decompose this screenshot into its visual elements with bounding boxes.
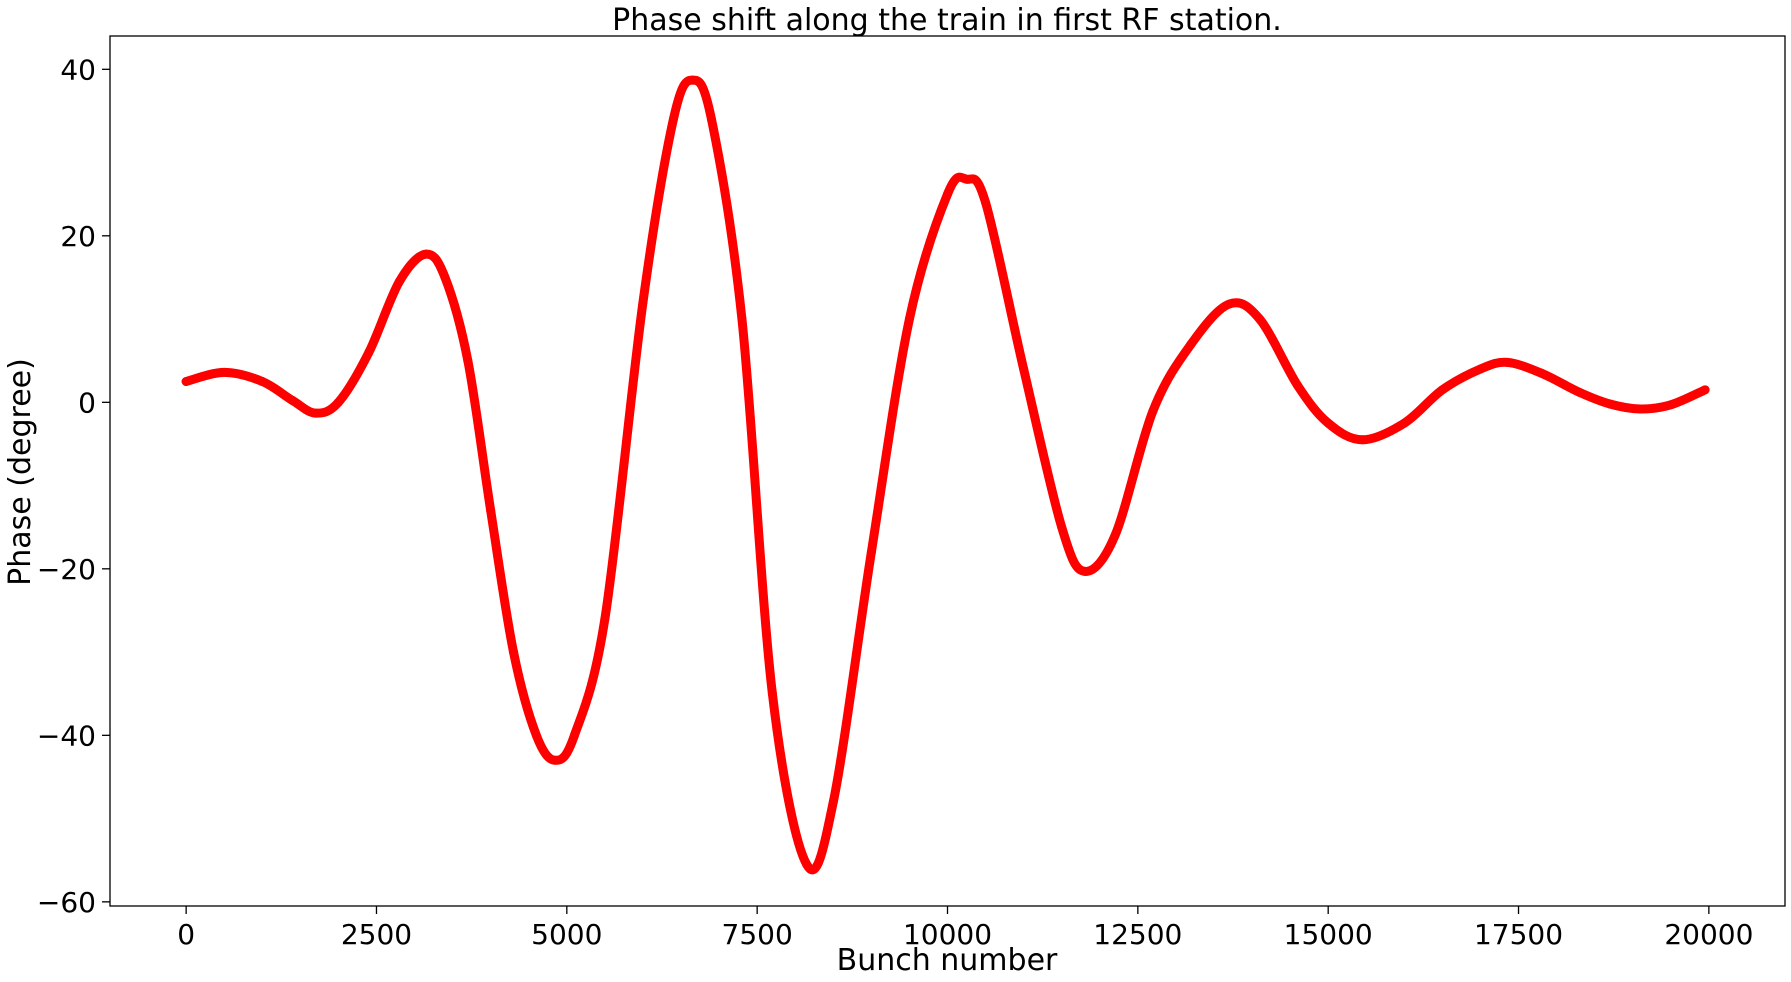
data-point	[600, 614, 610, 624]
data-point	[364, 347, 374, 357]
data-point	[1110, 531, 1120, 541]
data-point	[181, 377, 191, 386]
plot-area	[109, 35, 1786, 907]
y-tick-label: −40	[37, 719, 96, 752]
data-point	[904, 314, 914, 324]
data-point	[706, 114, 716, 124]
data-point	[1437, 385, 1447, 395]
data-point	[421, 249, 431, 259]
x-tick-label: 17500	[1474, 918, 1563, 951]
data-point	[1224, 299, 1234, 309]
data-point	[668, 114, 678, 124]
data-point	[828, 797, 838, 807]
data-point	[1399, 418, 1409, 428]
data-point	[1057, 522, 1067, 532]
data-point	[509, 647, 519, 657]
data-point	[1605, 399, 1615, 409]
data-point	[1019, 364, 1029, 374]
data-point	[981, 198, 991, 208]
data-point	[737, 314, 747, 324]
data-point	[288, 396, 298, 406]
data-point	[1700, 385, 1710, 395]
x-tick-label: 15000	[1284, 918, 1373, 951]
data-point	[440, 272, 450, 282]
series-layer	[181, 75, 1710, 875]
axes-frame	[109, 35, 1786, 907]
data-point	[802, 859, 812, 869]
data-point	[866, 547, 876, 557]
x-axis-label: Bunch number	[837, 943, 1058, 978]
data-point	[1502, 357, 1512, 367]
data-point	[1255, 314, 1265, 324]
y-tick-label: 0	[78, 386, 96, 419]
data-point	[550, 755, 560, 765]
x-axis: 0 2500 5000 7500 10000 12500 15000 17500 20000	[177, 906, 1753, 951]
data-point	[1357, 435, 1367, 445]
data-point	[1635, 404, 1645, 414]
data-point	[1574, 387, 1584, 397]
x-tick-label: 20000	[1664, 918, 1753, 951]
data-point	[767, 689, 777, 699]
data-point	[687, 75, 697, 85]
x-tick-label: 10000	[903, 918, 992, 951]
data-point	[1536, 368, 1546, 378]
y-axis: −60 −40 −20 0 20 40	[37, 53, 110, 919]
y-axis-label: Phase (degree)	[3, 358, 38, 586]
y-tick-label: −20	[37, 553, 96, 586]
data-point	[394, 277, 404, 287]
series-line	[181, 75, 1710, 875]
x-tick-label: 12500	[1093, 918, 1182, 951]
data-point	[1080, 566, 1090, 576]
data-point	[463, 356, 473, 366]
data-point	[311, 408, 321, 418]
data-point	[962, 174, 972, 184]
x-tick-label: 7500	[722, 918, 793, 951]
data-point	[486, 506, 496, 516]
x-tick-label: 5000	[531, 918, 602, 951]
y-tick-label: 40	[60, 53, 96, 86]
y-tick-label: −60	[37, 886, 96, 919]
data-point	[638, 297, 648, 307]
x-tick-label: 2500	[341, 918, 412, 951]
data-point	[1323, 418, 1333, 428]
data-point	[943, 189, 952, 199]
data-point	[1186, 339, 1196, 349]
x-tick-label: 0	[177, 918, 195, 951]
chart-title: Phase shift along the train in first RF …	[612, 3, 1282, 38]
data-point	[531, 730, 541, 740]
data-point	[1475, 364, 1485, 374]
y-tick-label: 20	[60, 220, 96, 253]
data-point	[1148, 406, 1158, 416]
data-point	[333, 397, 343, 407]
data-point	[1293, 381, 1303, 391]
data-point	[257, 377, 267, 386]
data-point	[219, 367, 229, 377]
data-point	[569, 730, 579, 740]
data-point	[1666, 400, 1676, 410]
